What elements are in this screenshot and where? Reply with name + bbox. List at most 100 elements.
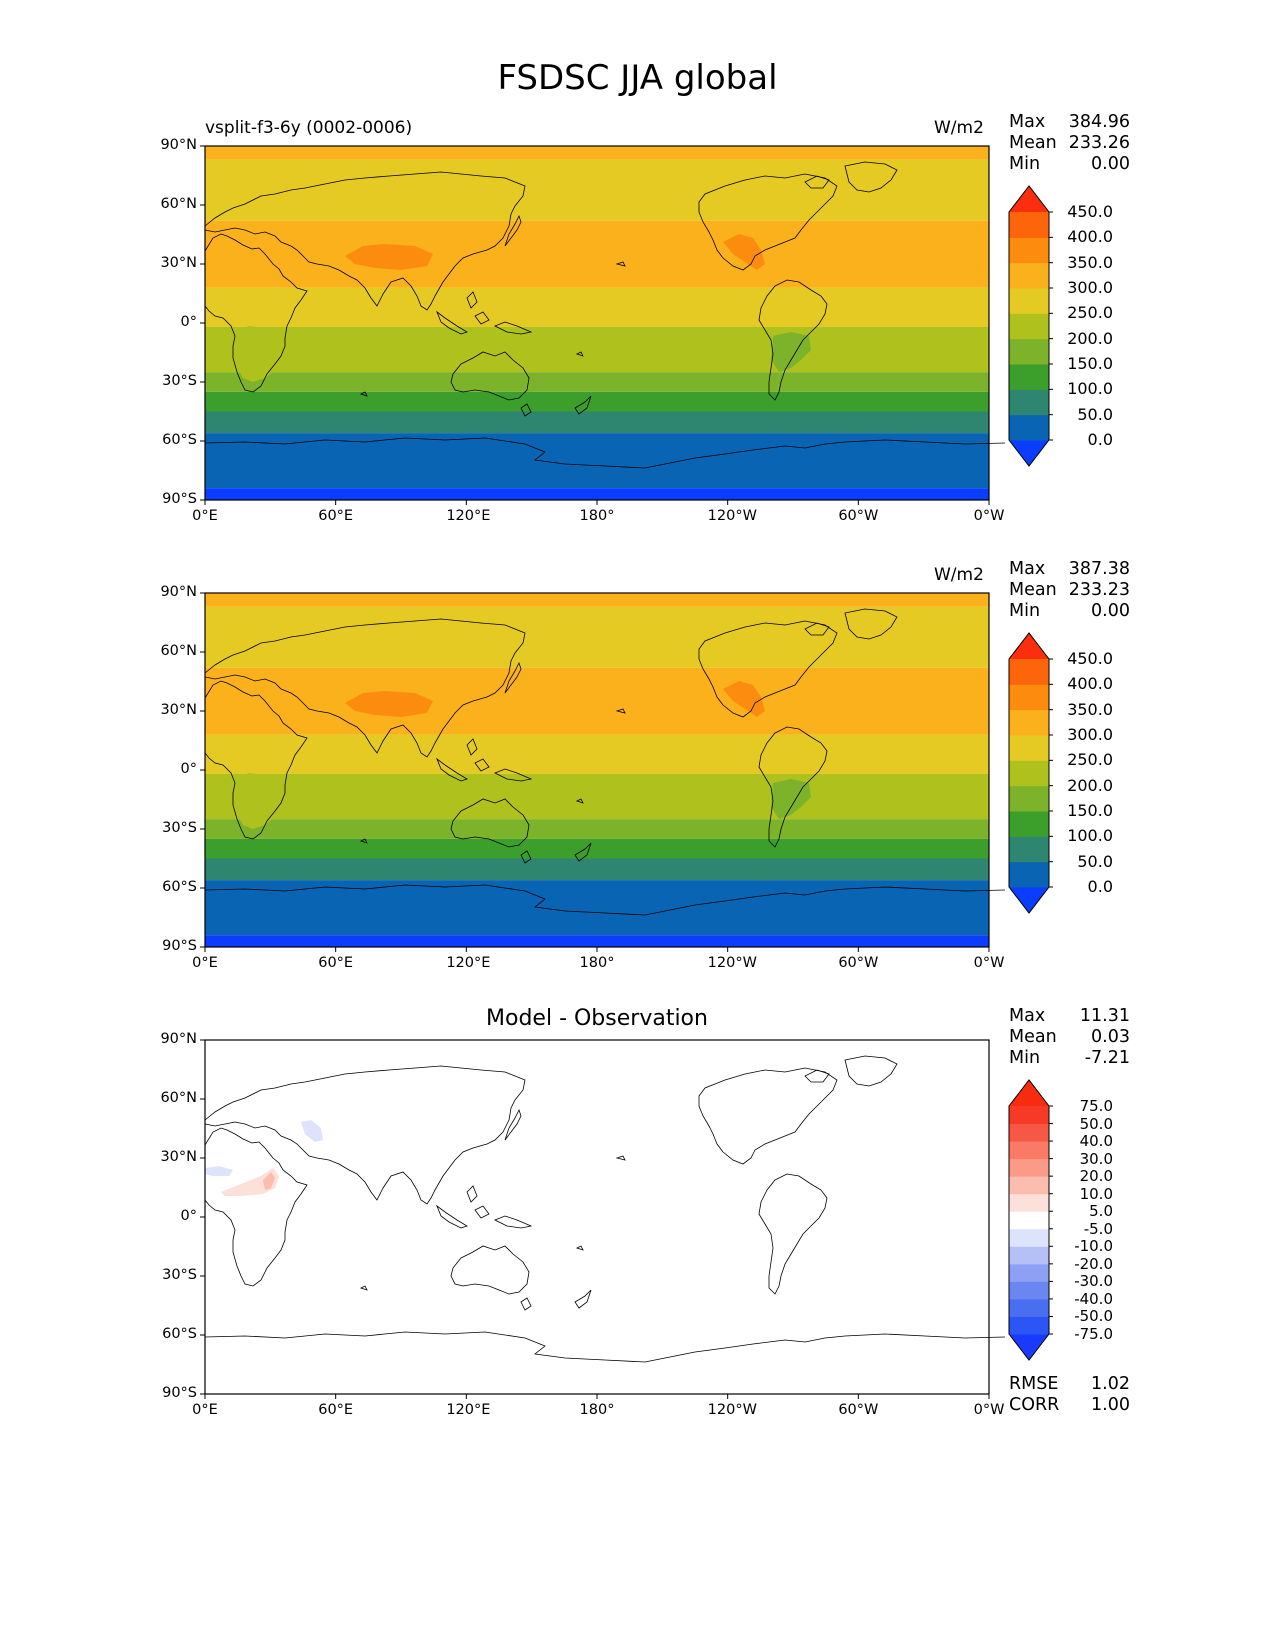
colorbar-level-label: -5.0 xyxy=(1083,1219,1113,1238)
colorbar-level-label: 30.0 xyxy=(1079,1149,1113,1168)
field-band xyxy=(205,935,989,947)
colorbar-level-label: 250.0 xyxy=(1067,303,1113,323)
colorbar-level-label: -10.0 xyxy=(1074,1237,1113,1256)
blue-anomaly-region-2 xyxy=(301,1120,323,1142)
lat-tick-label: 60°S xyxy=(162,1326,197,1342)
s-america-green-region xyxy=(771,332,811,372)
lat-tick-label: 30°S xyxy=(162,820,197,836)
lat-tick-label: 90°N xyxy=(160,1031,197,1047)
colorbar-segment xyxy=(1009,1246,1049,1265)
field-band xyxy=(205,433,989,489)
lat-tick-label: 60°S xyxy=(162,879,197,895)
lat-tick-label: 90°S xyxy=(162,491,197,507)
lat-tick-label: 0° xyxy=(180,314,197,330)
lon-tick-label: 0°E xyxy=(192,508,218,524)
test-field-bands xyxy=(205,146,989,500)
lat-tick-label: 60°S xyxy=(162,432,197,448)
blue-anomaly-region xyxy=(205,1166,233,1176)
lat-tick-label: 60°N xyxy=(160,1090,197,1106)
colorbar-level-label: 20.0 xyxy=(1079,1167,1113,1186)
field-band xyxy=(205,819,989,839)
red-anomaly-core xyxy=(263,1172,275,1190)
colorbar-segment xyxy=(1009,1123,1049,1142)
stat-min-value: -7.21 xyxy=(1084,1048,1130,1068)
lon-tick-label: 0°E xyxy=(192,1402,218,1418)
colorbar-level-label: 150.0 xyxy=(1067,354,1113,373)
colorbar-level-label: -30.0 xyxy=(1074,1272,1113,1291)
colorbar-segment xyxy=(1009,1263,1049,1282)
lon-tick-label: 120°E xyxy=(446,1402,491,1418)
lon-tick-label: 60°W xyxy=(838,508,879,524)
corr-value: 1.00 xyxy=(1091,1395,1130,1415)
colorbar-segment xyxy=(1009,364,1049,390)
colorbar-level-label: 200.0 xyxy=(1067,328,1113,348)
colorbar-level-label: 400.0 xyxy=(1067,227,1113,247)
field-band xyxy=(205,287,989,327)
sw-us-high-region xyxy=(723,234,765,270)
panel-difference xyxy=(200,1039,1006,1399)
field-band xyxy=(205,773,989,820)
field-band xyxy=(205,326,989,373)
stat-min-value: 0.00 xyxy=(1091,601,1130,621)
field-band xyxy=(205,220,989,288)
difference-background xyxy=(205,1040,989,1394)
colorbar-extend-min xyxy=(1009,1334,1049,1360)
lon-tick-label: 60°E xyxy=(318,508,354,524)
lat-tick-label: 60°N xyxy=(160,196,197,212)
colorbar-segment xyxy=(1009,212,1049,238)
colorbar-segment xyxy=(1009,836,1049,863)
colorbar-segment xyxy=(1009,237,1049,264)
colorbar-level-label: -75.0 xyxy=(1074,1325,1113,1343)
field-band xyxy=(205,391,989,412)
colorbar-level-label: 75.0 xyxy=(1079,1097,1113,1115)
stat-mean-label: Mean xyxy=(1009,580,1057,600)
colorbar-segment xyxy=(1009,313,1049,340)
colorbar-segment xyxy=(1009,659,1049,685)
colorbar-level-label: -50.0 xyxy=(1074,1307,1113,1326)
colorbar-level-label: 50.0 xyxy=(1077,851,1113,871)
colorbar-level-label: -20.0 xyxy=(1074,1254,1113,1273)
stat-max-label: Max xyxy=(1009,112,1046,132)
field-band xyxy=(205,372,989,392)
lat-tick-label: 90°S xyxy=(162,1385,197,1401)
lon-tick-label: 120°E xyxy=(446,955,491,971)
colorbar-segment xyxy=(1009,1106,1049,1125)
colorbar-segment xyxy=(1009,288,1049,314)
lon-tick-label: 60°E xyxy=(318,955,354,971)
colorbar-segment xyxy=(1009,1193,1049,1212)
colorbar-segment xyxy=(1009,1298,1049,1317)
corr-label: CORR xyxy=(1009,1395,1060,1415)
panel-test-left-title: vsplit-f3-6y (0002-0006) xyxy=(205,118,413,138)
lat-tick-label: 90°N xyxy=(160,584,197,600)
lon-tick-label: 60°E xyxy=(318,1402,354,1418)
lat-tick-label: 30°S xyxy=(162,373,197,389)
lon-tick-label: 120°W xyxy=(707,508,757,524)
stat-mean-value: 233.23 xyxy=(1068,580,1130,600)
stat-mean-label: Mean xyxy=(1009,1027,1057,1047)
sw-us-high-region xyxy=(723,681,765,717)
stat-max-label: Max xyxy=(1009,1006,1046,1026)
stat-max-value: 11.31 xyxy=(1079,1006,1130,1026)
colorbar-level-label: 300.0 xyxy=(1067,278,1113,297)
field-band xyxy=(205,146,989,160)
tick-marks xyxy=(200,1039,990,1399)
panel-test xyxy=(200,145,1006,505)
colorbar-segment xyxy=(1009,861,1049,888)
field-band xyxy=(205,593,989,607)
colorbar-segment xyxy=(1009,1211,1049,1230)
field-band xyxy=(205,858,989,881)
colorbar-level-label: 50.0 xyxy=(1077,404,1113,424)
tibet-high-region xyxy=(345,691,433,717)
colorbar-extend-min xyxy=(1009,887,1049,913)
lon-tick-label: 180° xyxy=(579,1402,615,1418)
field-band xyxy=(205,411,989,434)
tibet-high-region xyxy=(345,244,433,270)
colorbar-segment xyxy=(1009,709,1049,736)
colorbar-segment xyxy=(1009,735,1049,761)
panel-reference-units: W/m2 xyxy=(934,565,984,585)
colorbar-reference xyxy=(1008,632,1053,914)
colorbar-level-label: 40.0 xyxy=(1079,1132,1113,1151)
s-america-green-region xyxy=(771,779,811,819)
lon-tick-label: 0°W xyxy=(973,508,1005,524)
colorbar-segment xyxy=(1009,760,1049,787)
